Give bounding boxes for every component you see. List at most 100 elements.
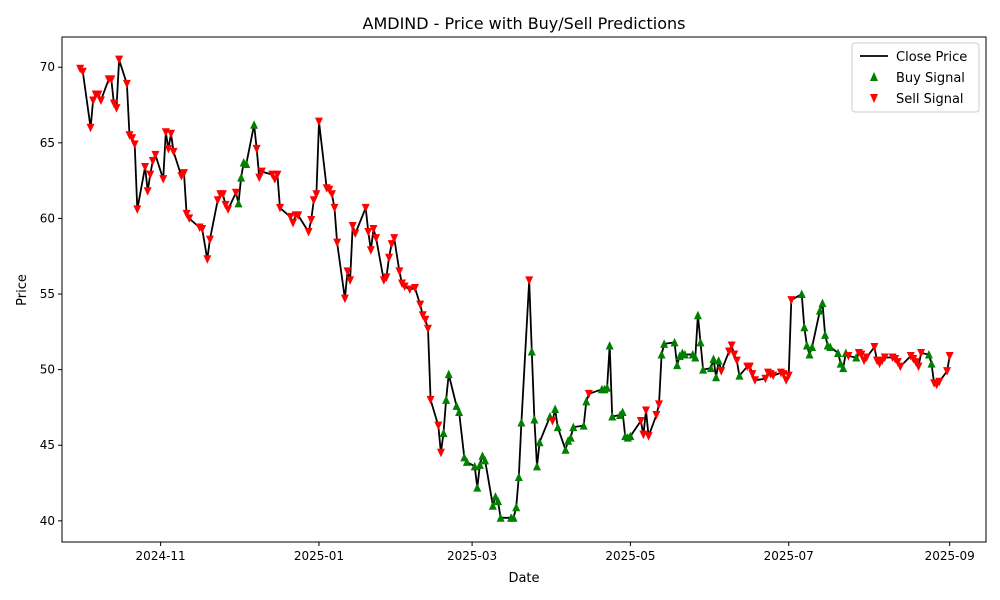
sell-signal-marker <box>361 203 370 213</box>
sell-signal-marker <box>330 203 339 213</box>
sell-signal-marker <box>167 129 176 139</box>
buy-signal-marker <box>566 433 575 442</box>
sell-signal-marker <box>276 203 285 213</box>
buy-signal-marker <box>699 365 708 374</box>
sell-signal-marker <box>148 156 157 166</box>
sell-signal-marker <box>390 234 399 243</box>
plot-frame <box>61 36 987 543</box>
buy-signal-marker <box>691 353 700 362</box>
buy-signal-marker <box>509 513 518 522</box>
legend-label-sell: Sell Signal <box>896 92 964 107</box>
legend: Close Price Buy Signal Sell Signal <box>851 42 980 113</box>
sell-signal-marker <box>86 123 95 133</box>
y-tick-label: 70 <box>40 60 55 74</box>
buy-signal-marker <box>670 337 679 347</box>
buy-signal-marker <box>818 298 827 308</box>
buy-signal-marker <box>693 310 702 320</box>
y-tick-label: 40 <box>40 514 55 528</box>
sell-signal-marker <box>221 200 230 210</box>
buy-signal-marker <box>512 502 521 512</box>
y-tick-label: 55 <box>40 287 55 301</box>
sell-signal-marker <box>945 352 954 361</box>
sell-signal-marker <box>426 395 435 405</box>
buy-signal-marker <box>488 501 497 510</box>
y-tick-label: 45 <box>40 438 55 452</box>
buy-signal-marker <box>714 356 723 365</box>
y-tick-label: 50 <box>40 363 55 377</box>
buy-signal-marker <box>569 422 578 432</box>
sell-signal-marker <box>751 376 759 385</box>
sell-signal-marker <box>636 417 645 426</box>
sell-signal-marker <box>179 169 188 178</box>
plot-area <box>76 55 954 522</box>
sell-signal-marker <box>769 371 778 381</box>
sell-signal-marker <box>309 196 318 205</box>
sell-signal-marker <box>652 410 661 420</box>
sell-signal-marker <box>346 276 355 285</box>
buy-signal-marker <box>660 339 669 348</box>
buy-signal-marker <box>657 350 666 359</box>
sell-signal-marker <box>727 341 736 350</box>
buy-signal-marker <box>475 460 484 469</box>
buy-signal-marker <box>735 371 744 380</box>
sell-signal-marker <box>870 342 879 352</box>
buy-signal-marker <box>626 431 635 441</box>
buy-signal-marker <box>802 340 811 350</box>
sell-signal-marker <box>641 406 650 415</box>
sell-signal-marker <box>917 349 926 358</box>
buy-signal-marker <box>561 445 570 454</box>
sell-signal-marker <box>325 185 334 195</box>
legend-label-close: Close Price <box>896 50 967 65</box>
sell-signal-marker <box>164 144 173 154</box>
sell-signal-marker <box>107 75 116 84</box>
sell-signal-marker <box>231 188 240 198</box>
sell-signal-marker <box>369 225 378 234</box>
sell-signal-marker <box>372 234 381 243</box>
buy-signal-marker <box>712 372 721 382</box>
buy-signal-marker <box>603 383 612 392</box>
buy-signal-marker <box>579 421 588 430</box>
sell-signal-marker <box>314 117 323 127</box>
buy-signal-marker <box>494 496 503 506</box>
buy-signal-marker <box>673 360 682 370</box>
sell-signal-marker <box>844 352 853 361</box>
buy-signal-marker <box>444 369 453 379</box>
sell-signal-marker <box>340 294 349 304</box>
legend-box <box>851 42 980 113</box>
sell-signal-marker <box>880 353 889 363</box>
sell-signal-marker <box>115 55 124 65</box>
buy-signal-marker <box>234 198 243 208</box>
buy-signal-marker <box>709 354 718 364</box>
buy-signal-marker <box>452 401 461 410</box>
sell-signal-marker <box>307 215 316 225</box>
buy-signal-marker <box>821 330 830 339</box>
sell-signal-marker <box>289 218 297 228</box>
buy-signal-marker <box>237 173 246 182</box>
buy-signal-marker <box>535 437 544 447</box>
sell-signal-marker <box>548 417 557 426</box>
x-tick-label: 2024-11 <box>136 549 186 563</box>
sell-signal-marker <box>112 104 121 113</box>
sell-signal-marker <box>732 356 741 366</box>
sell-signal-marker <box>351 229 360 239</box>
sell-signal-marker <box>133 205 142 214</box>
x-tick-label: 2025-01 <box>294 549 344 563</box>
y-tick-label: 65 <box>40 136 55 150</box>
sell-signal-marker <box>405 285 414 294</box>
sell-signal-marker <box>400 282 409 291</box>
sell-signal-marker <box>745 362 754 372</box>
x-axis: 2024-11 2025-01 2025-03 2025-05 2025-07 2025-… <box>136 542 975 563</box>
legend-buy-swatch <box>870 72 878 81</box>
sell-signal-marker <box>343 267 352 276</box>
buy-signal-marker <box>808 342 817 351</box>
buy-signal-marker <box>514 472 523 481</box>
legend-sell-swatch <box>870 94 878 103</box>
buy-signal-marker <box>608 412 617 421</box>
sell-signal-marker <box>395 267 404 276</box>
buy-signal-marker <box>582 396 591 406</box>
sell-signal-marker <box>203 255 212 264</box>
sell-signal-marker <box>525 276 534 285</box>
sell-signal-marker <box>273 170 282 180</box>
x-tick-label: 2025-03 <box>447 549 497 563</box>
